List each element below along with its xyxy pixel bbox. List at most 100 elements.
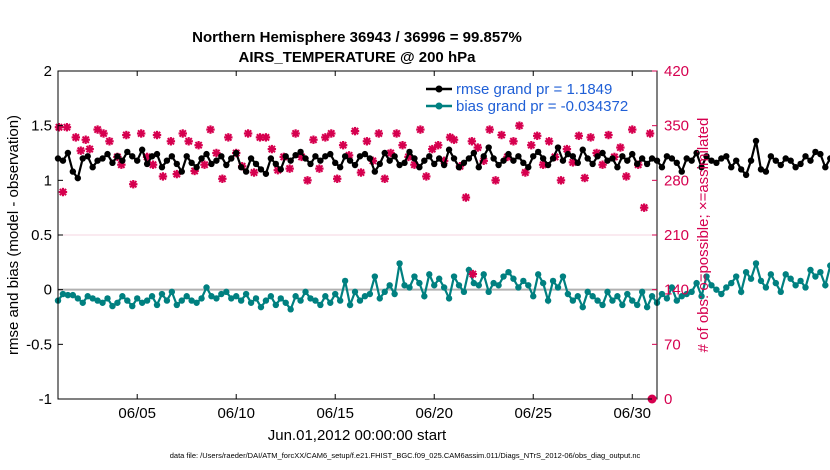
bias-point [178,297,185,304]
right-axis-label: # of obs: o=possible; ×=assimilated [695,118,712,353]
rmse-point [520,159,527,167]
obs-count-point [315,164,324,173]
obs-count-point [206,125,215,134]
extra-points [468,269,657,404]
rmse-point [633,160,641,168]
bias-point [119,293,126,300]
obs-count-point [449,135,459,144]
rmse-point [69,168,77,175]
bias-point [589,293,596,300]
rmse-point [510,157,517,164]
bias-point [445,295,453,302]
bias-point [94,297,101,304]
bias-point [658,290,666,298]
rmse-point [134,157,141,164]
rmse-point [163,157,171,164]
bias-point [79,299,86,306]
rmse-point [673,159,681,167]
rmse-point [426,153,433,160]
rmse-point [663,153,671,160]
obs-count-point [374,129,383,138]
bias-point [723,284,730,291]
rmse-point [124,148,131,156]
rmse-point [312,153,319,160]
obs-count-point [428,144,437,154]
bias-point [485,288,492,296]
bias-point [525,282,532,289]
bias-point [307,295,314,302]
obs-count-point [645,129,655,138]
bias-point [629,297,636,304]
bias-point [124,297,131,304]
obs-count-point [598,160,607,169]
bias-point [594,297,601,304]
bias-point [747,275,755,282]
rmse-point [708,157,715,164]
rmse-point [74,174,82,182]
rmse-point [79,155,86,162]
rmse-point [767,153,775,160]
rmse-point [792,164,799,171]
rmse-point [168,153,176,160]
rmse-point [450,155,458,162]
rmse-series [54,137,830,182]
bias-point [208,293,215,300]
bias-point [312,297,319,304]
bias-point [812,273,819,280]
rmse-point [228,155,235,162]
bias-point [737,288,745,296]
rmse-point [173,160,181,168]
bias-point [351,288,359,296]
rmse-point [193,164,200,171]
bias-point [341,277,349,285]
rmse-point [401,159,408,167]
obs-count-point [178,129,187,138]
legend-rmse-label: rmse grand pr = 1.1849 [456,81,612,98]
right-tick-label: 280 [664,172,689,189]
bias-point [84,293,91,300]
rmse-point [435,155,443,162]
rmse-point [277,166,284,173]
bias-point [401,282,408,289]
rmse-point [356,153,364,160]
rmse-point [629,150,636,158]
bias-point [252,295,260,302]
bias-point [153,301,161,309]
obs-count-point [467,137,477,146]
rmse-point [757,166,765,173]
rmse-point [544,161,552,169]
legend-bias-marker [435,102,443,110]
obs-count-point [184,137,193,146]
bias-point [698,293,705,300]
bias-point [718,290,725,298]
bias-point [673,297,681,304]
bias-point [74,295,82,302]
rmse-point [534,148,542,156]
bias-point [346,301,354,309]
obs-count-point [527,140,536,150]
bias-series [54,259,830,313]
rmse-point [817,150,824,158]
bias-point [242,290,250,298]
rmse-point [376,160,383,168]
bias-point [569,297,577,304]
bias-point [752,260,760,267]
bias-point [302,288,309,296]
rmse-point [465,155,473,162]
bias-point [89,295,96,302]
bias-point [490,279,497,287]
data-file-footnote: data file: /Users/raeder/DAI/ATM_forcXX/… [170,451,641,460]
rmse-point [485,144,492,151]
left-tick-label: 0 [44,282,52,299]
obs-count-point [243,129,253,138]
bias-point [643,303,651,311]
obs-count-point [327,129,336,138]
bias-point [233,293,240,300]
rmse-point [440,161,448,169]
right-tick-label: 210 [664,227,689,244]
rmse-point [638,155,646,162]
obs-count-point [76,146,85,155]
rmse-point [396,161,403,169]
legend: rmse grand pr = 1.1849 bias grand pr = -… [426,81,628,115]
bias-point [406,284,413,291]
